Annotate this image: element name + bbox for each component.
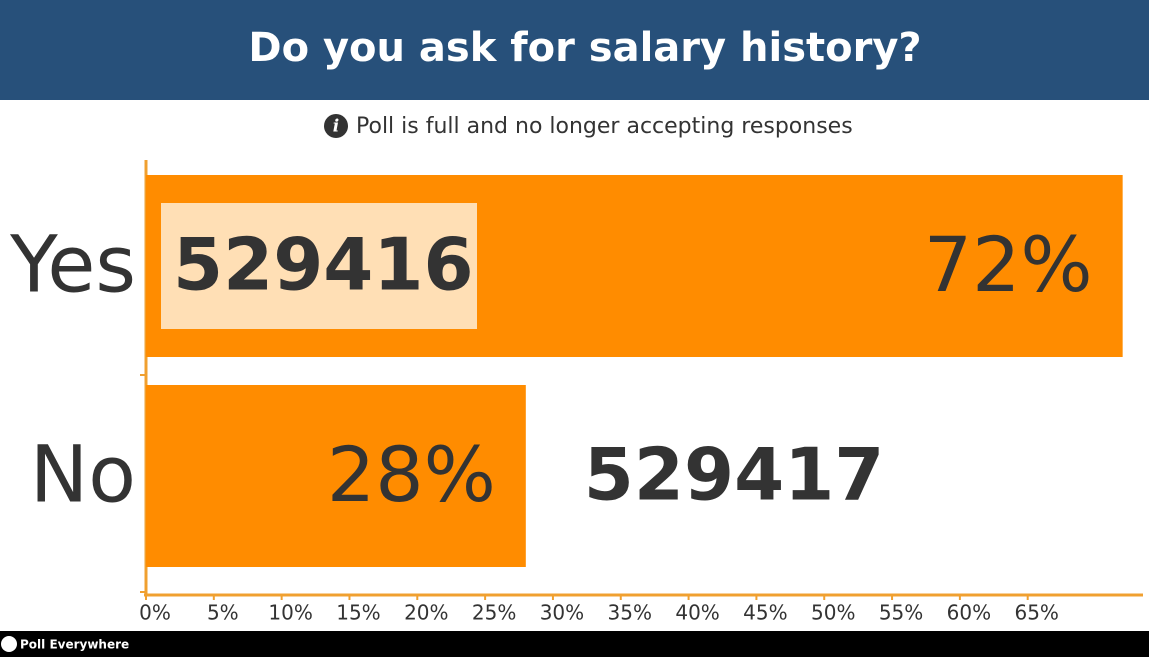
value-label: 28% bbox=[327, 430, 496, 519]
x-tick-label: 35% bbox=[608, 601, 652, 625]
footer-logo bbox=[1, 636, 17, 652]
response-code: 529417 bbox=[584, 433, 885, 517]
bar bbox=[146, 385, 526, 567]
x-tick-label: 20% bbox=[404, 601, 448, 625]
footer-bar bbox=[0, 631, 1149, 657]
subtitle: Poll is full and no longer accepting res… bbox=[356, 114, 853, 139]
info-icon bbox=[324, 114, 348, 138]
category-label: No bbox=[30, 430, 136, 520]
footer-text: Poll Everywhere bbox=[20, 638, 129, 652]
x-tick-label: 55% bbox=[879, 601, 923, 625]
x-tick-label: 65% bbox=[1014, 601, 1058, 625]
x-tick-label: 25% bbox=[472, 601, 516, 625]
x-tick-label: 40% bbox=[675, 601, 719, 625]
chart-title: Do you ask for salary history? bbox=[248, 25, 921, 71]
x-tick-label: 5% bbox=[207, 601, 239, 625]
x-tick-label: 50% bbox=[811, 601, 855, 625]
code-box bbox=[161, 203, 477, 329]
x-tick-label: 60% bbox=[947, 601, 991, 625]
x-tick-label: 15% bbox=[336, 601, 380, 625]
header bbox=[0, 0, 1149, 100]
x-tick-label: 10% bbox=[268, 601, 312, 625]
response-code: 529416 bbox=[173, 223, 474, 307]
x-tick-label: 0% bbox=[139, 601, 171, 625]
x-tick-label: 45% bbox=[743, 601, 787, 625]
category-label: Yes bbox=[9, 220, 136, 310]
info-icon-glyph: i bbox=[333, 117, 339, 137]
x-tick-label: 30% bbox=[540, 601, 584, 625]
value-label: 72% bbox=[924, 220, 1093, 309]
